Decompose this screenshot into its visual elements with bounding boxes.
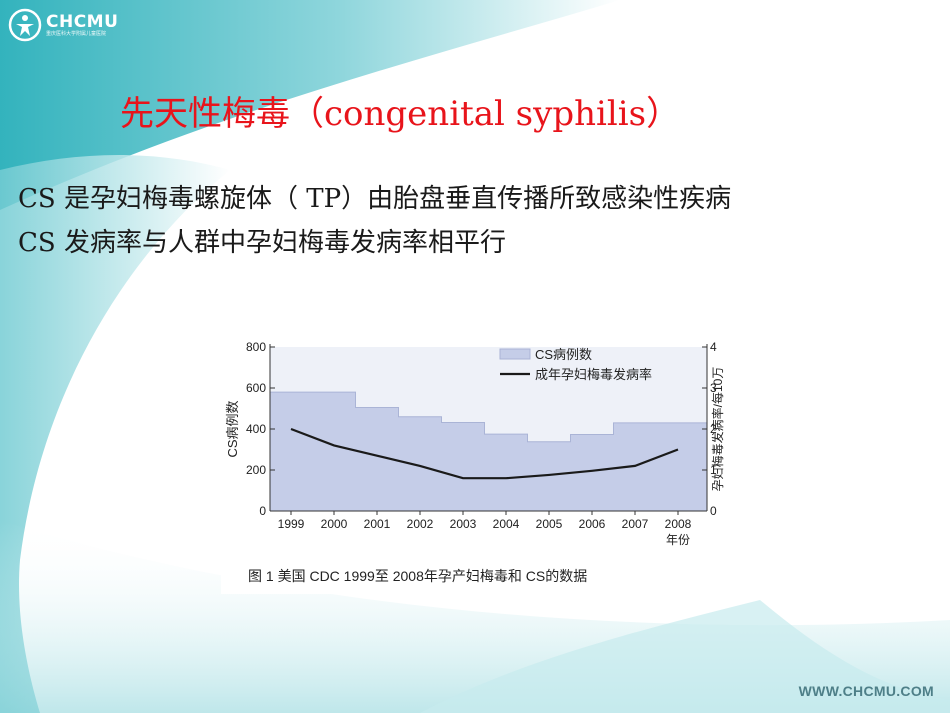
legend-label-bars: CS病例数	[535, 347, 592, 362]
pregnancy-syphilis-rate-line	[290, 427, 679, 480]
cs-cases-bar	[656, 422, 707, 511]
y-tick-label-right: 2	[710, 422, 717, 436]
x-tick-label: 2003	[450, 517, 477, 531]
legend-label-line: 成年孕妇梅毒发病率	[535, 367, 652, 382]
x-axis-label: 年份	[666, 533, 690, 547]
x-tick-label: 2006	[579, 517, 606, 531]
x-tick-label: 2007	[622, 517, 649, 531]
x-tick-label: 2001	[364, 517, 391, 531]
x-tick-label: 2008	[665, 517, 692, 531]
chcmu-logo-icon	[8, 8, 42, 42]
y-tick-label-right: 3	[710, 381, 717, 395]
cs-cases-bar	[441, 422, 485, 511]
y-tick-label-left: 600	[246, 381, 266, 395]
cs-cases-bar	[270, 392, 313, 511]
x-tick-label: 2002	[407, 517, 434, 531]
figure-caption: 图 1 美国 CDC 1999至 2008年孕产妇梅毒和 CS的数据	[248, 568, 587, 584]
y-tick-label-left: 200	[246, 463, 266, 477]
y-tick-label-right: 1	[710, 463, 717, 477]
cs-cases-bar	[398, 416, 442, 511]
x-tick-label: 1999	[278, 517, 305, 531]
x-tick-label: 2000	[321, 517, 348, 531]
logo-name: CHCMU	[46, 12, 119, 32]
y-tick-label-right: 0	[710, 504, 717, 518]
cs-cases-bar	[484, 434, 528, 511]
brand-logo: CHCMU 重庆医科大学附属儿童医院	[8, 8, 118, 42]
slide-title: 先天性梅毒（congenital syphilis）	[120, 94, 681, 134]
logo-subtitle: 重庆医科大学附属儿童医院	[46, 31, 107, 37]
y-tick-label-right: 4	[710, 340, 717, 354]
bullet-line: CS 发病率与人群中孕妇梅毒发病率相平行	[18, 228, 506, 258]
cs-cases-bar	[312, 392, 356, 511]
footer-url: WWW.CHCMU.COM	[798, 683, 934, 699]
bar-step-outline	[270, 391, 707, 443]
y-tick-label-left: 800	[246, 340, 266, 354]
y-tick-label-left: 400	[246, 422, 266, 436]
x-tick-label: 2005	[536, 517, 563, 531]
x-tick-label: 2004	[493, 517, 520, 531]
cs-incidence-figure: 0 200 400 600 800 0 1 2 3 4 1999 2000 2001 2002 2003 20…	[221, 332, 725, 594]
legend-swatch-bars	[499, 348, 531, 360]
y-axis-label-right: 孕妇梅毒发病率/每10万	[710, 367, 725, 492]
bullet-line: CS 是孕妇梅毒螺旋体（ TP）由胎盘垂直传播所致感染性疾病	[18, 184, 732, 214]
y-tick-label-left: 0	[259, 504, 266, 518]
y-axis-label-left: CS病例数	[225, 400, 240, 457]
